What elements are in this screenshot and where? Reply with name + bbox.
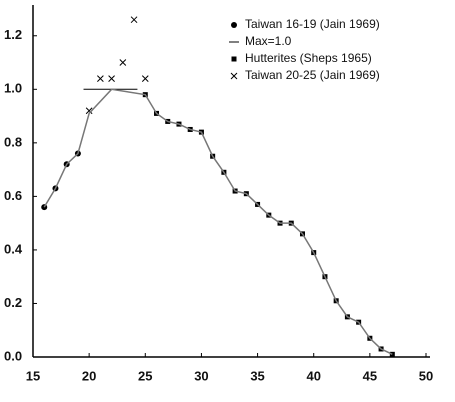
x-tick-label: 30 <box>194 368 208 383</box>
legend-symbol <box>231 22 237 28</box>
y-tick-label: 0.4 <box>4 241 23 256</box>
legend-symbol <box>230 72 238 80</box>
x-tick-label: 15 <box>26 368 40 383</box>
x-tick-label: 50 <box>419 368 433 383</box>
x-tick-label: 25 <box>138 368 152 383</box>
legend-label: Taiwan 16-19 (Jain 1969) <box>245 17 380 31</box>
y-tick-label: 0.0 <box>4 348 22 363</box>
y-tick-label: 0.8 <box>4 134 22 149</box>
y-tick-label: 0.6 <box>4 188 22 203</box>
y-tick-label: 0.2 <box>4 295 22 310</box>
legend-label: Taiwan 20-25 (Jain 1969) <box>245 68 380 82</box>
data-point <box>130 16 138 24</box>
legend-symbol <box>231 56 237 62</box>
data-point <box>85 107 93 115</box>
x-tick-label: 35 <box>250 368 264 383</box>
data-point <box>108 75 115 82</box>
x-tick-label: 45 <box>363 368 377 383</box>
x-tick-label: 20 <box>82 368 96 383</box>
data-line <box>43 88 393 355</box>
data-point <box>141 75 149 82</box>
legend-label: Max=1.0 <box>245 34 292 48</box>
y-tick-label: 1.0 <box>4 81 22 96</box>
data-point <box>97 75 104 82</box>
legend-label: Hutterites (Sheps 1965) <box>245 51 372 65</box>
y-tick-label: 1.2 <box>4 27 22 42</box>
x-tick-label: 40 <box>306 368 320 383</box>
data-point <box>119 59 127 66</box>
